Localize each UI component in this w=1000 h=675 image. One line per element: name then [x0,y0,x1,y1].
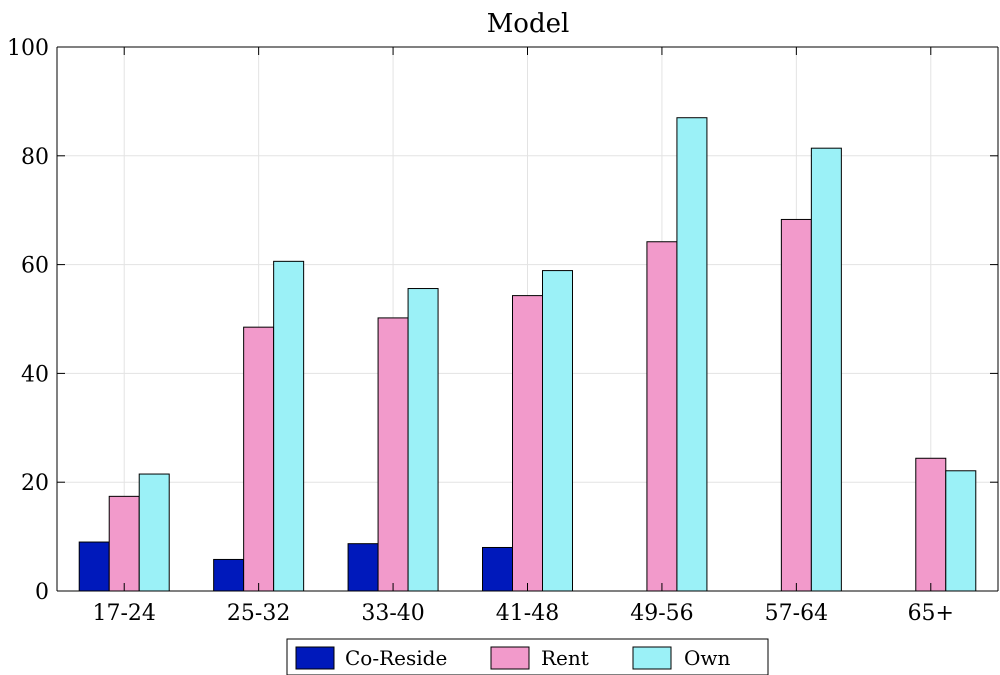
x-tick-label: 57-64 [765,601,828,626]
legend-label-own: Own [684,646,731,670]
bar-own-49-56 [676,117,708,592]
x-tick-label: 25-32 [227,601,290,626]
legend-label-co-reside: Co-Reside [345,646,447,670]
legend-swatch-own [632,646,672,670]
y-tick-label: 80 [21,145,49,170]
y-tick-label: 40 [21,362,49,387]
x-tick-label: 41-48 [496,601,559,626]
tick-labels: 0 20 40 60 80 100 17-24 25-32 33-40 41-48 49-56 57-… [7,36,954,626]
bar-own-25-32 [273,260,305,592]
bar-own-65+ [945,470,977,592]
bar-own-33-40 [407,288,439,592]
bar-own-41-48 [542,270,573,592]
bar-rent-33-40 [377,317,409,592]
bar-co-reside-33-40 [347,543,379,592]
x-tick-label: 17-24 [93,601,156,626]
bar-rent-25-32 [243,326,275,592]
bar-rent-57-64 [780,218,812,592]
bar-co-reside-41-48 [482,546,513,592]
bars [78,117,977,592]
x-tick-label: 65+ [908,601,954,626]
legend-label-rent: Rent [541,646,589,670]
chart-title: Model [487,9,570,39]
bar-rent-41-48 [512,295,543,592]
bar-co-reside-17-24 [78,541,110,592]
y-tick-label: 20 [21,471,49,496]
legend-swatch-co-reside [295,646,335,670]
bar-rent-65+ [915,457,947,592]
bar-rent-17-24 [108,495,140,592]
bar-co-reside-25-32 [213,558,245,592]
bar-own-17-24 [138,473,170,592]
y-tick-label: 60 [21,254,49,279]
axes [56,46,999,592]
y-tick-label: 0 [35,580,49,605]
x-tick-label: 49-56 [630,601,693,626]
x-tick-label: 33-40 [361,601,424,626]
bar-rent-49-56 [646,241,678,592]
y-tick-label: 100 [7,36,49,61]
legend: Co-Reside Rent Own [286,638,769,675]
legend-swatch-rent [490,646,530,670]
bar-own-57-64 [810,147,842,592]
